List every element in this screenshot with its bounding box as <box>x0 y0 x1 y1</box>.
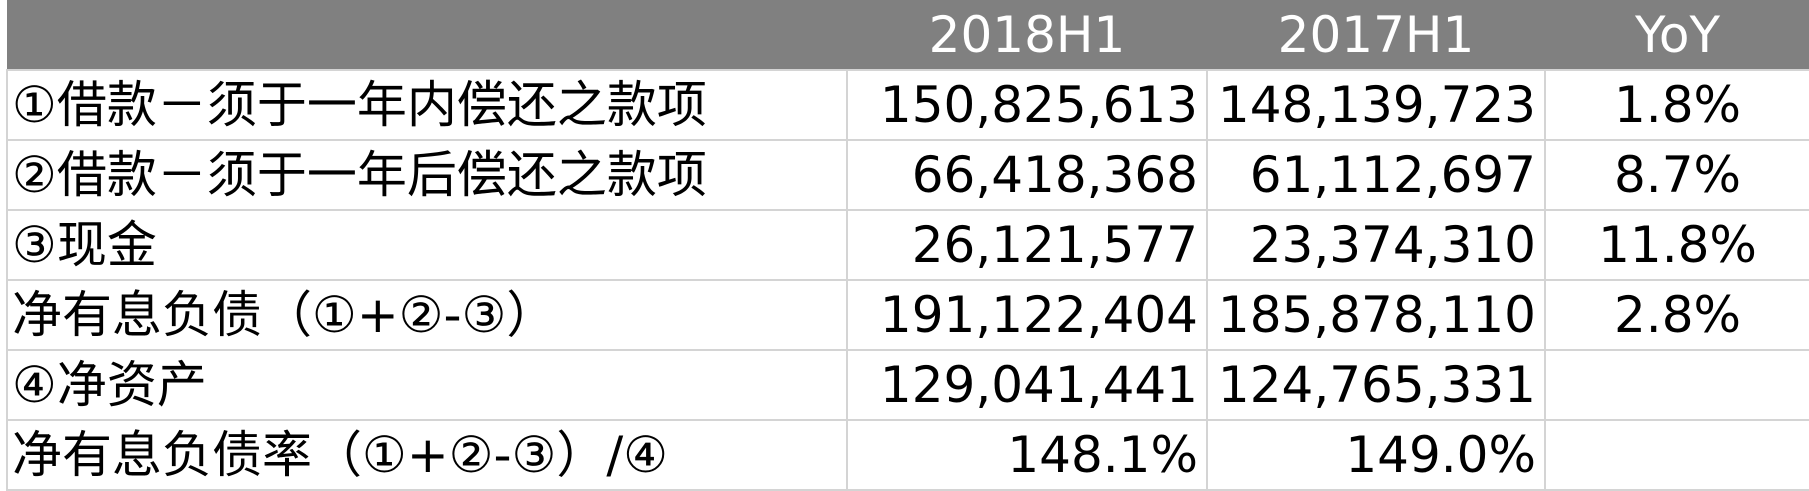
table-row: ①借款－须于一年内偿还之款项 150,825,613 148,139,723 1.8% <box>6 69 1809 141</box>
value-2017h1: 61,112,697 <box>1206 139 1546 211</box>
table-row: ④净资产 129,041,441 124,765,331 <box>6 349 1809 421</box>
header-row: 2018H1 2017H1 YoY <box>7 0 1809 70</box>
table-row: ③现金 26,121,577 23,374,310 11.8% <box>6 209 1809 281</box>
table-row: ②借款－须于一年后偿还之款项 66,418,368 61,112,697 8.7% <box>6 139 1809 211</box>
value-2018h1: 26,121,577 <box>846 209 1208 281</box>
value-yoy: 11.8% <box>1544 209 1809 281</box>
row-label: ①借款－须于一年内偿还之款项 <box>6 69 848 141</box>
value-2017h1: 149.0% <box>1206 419 1546 491</box>
header-yoy: YoY <box>1545 0 1809 70</box>
value-2017h1: 124,765,331 <box>1206 349 1546 421</box>
row-label: 净有息负债（①+②-③） <box>6 279 848 351</box>
row-label: 净有息负债率（①+②-③）/④ <box>6 419 848 491</box>
header-blank <box>7 0 847 70</box>
value-2018h1: 129,041,441 <box>846 349 1208 421</box>
value-yoy: 1.8% <box>1544 69 1809 141</box>
net-debt-table: 2018H1 2017H1 YoY ①借款－须于一年内偿还之款项 150,825,… <box>6 0 1809 491</box>
row-label: ③现金 <box>6 209 848 281</box>
value-2018h1: 66,418,368 <box>846 139 1208 211</box>
value-yoy: 2.8% <box>1544 279 1809 351</box>
header-2018h1: 2018H1 <box>847 0 1207 70</box>
row-label: ②借款－须于一年后偿还之款项 <box>6 139 848 211</box>
value-2017h1: 23,374,310 <box>1206 209 1546 281</box>
table-row: 净有息负债（①+②-③） 191,122,404 185,878,110 2.8% <box>6 279 1809 351</box>
row-label: ④净资产 <box>6 349 848 421</box>
value-2017h1: 185,878,110 <box>1206 279 1546 351</box>
value-2018h1: 191,122,404 <box>846 279 1208 351</box>
value-yoy <box>1544 419 1809 491</box>
value-2018h1: 148.1% <box>846 419 1208 491</box>
value-yoy: 8.7% <box>1544 139 1809 211</box>
value-2018h1: 150,825,613 <box>846 69 1208 141</box>
value-yoy <box>1544 349 1809 421</box>
header-2017h1: 2017H1 <box>1207 0 1545 70</box>
table-row: 净有息负债率（①+②-③）/④ 148.1% 149.0% <box>6 419 1809 491</box>
value-2017h1: 148,139,723 <box>1206 69 1546 141</box>
